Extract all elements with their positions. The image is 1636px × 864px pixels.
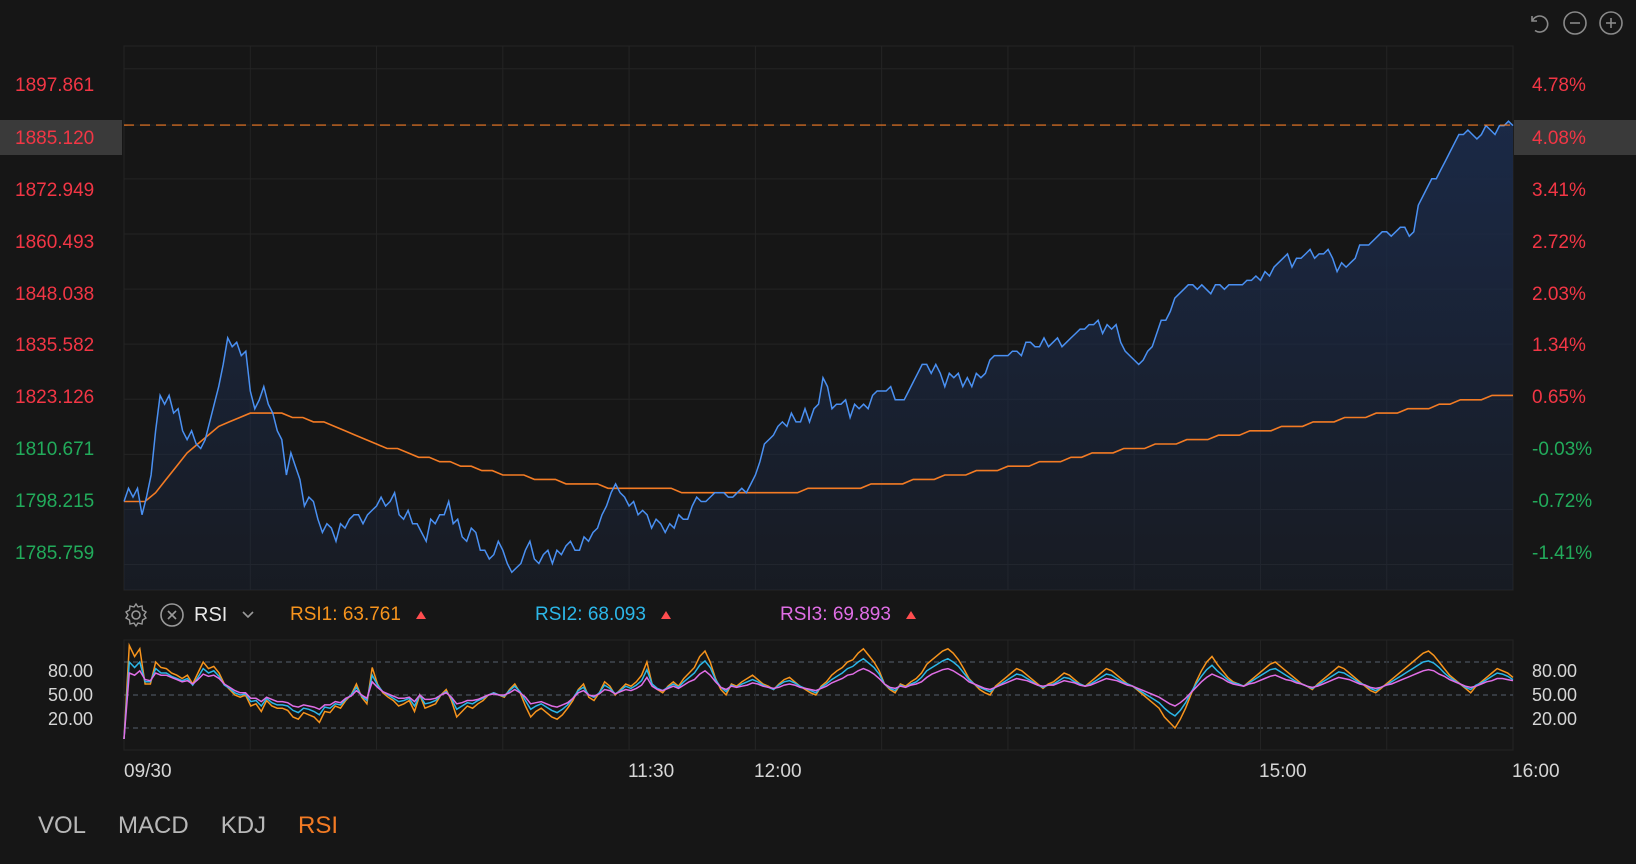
price-tick: 1835.582	[15, 335, 94, 356]
price-tick: 1897.861	[15, 75, 94, 96]
rsi1-label: RSI1:	[290, 604, 338, 625]
rsi-axis-left: 80.00 50.00 20.00	[48, 661, 93, 729]
rsi-axis-right: 80.00 50.00 20.00	[1532, 661, 1577, 729]
up-arrow-icon	[661, 611, 672, 619]
current-pct-tag	[1514, 120, 1636, 155]
current-price-tag	[0, 120, 122, 155]
time-axis: 09/30 11:30 12:00 15:00 16:00	[124, 761, 1560, 782]
close-indicator-icon[interactable]	[158, 601, 186, 629]
rsi-tick: 20.00	[48, 709, 93, 729]
rsi-tick: 50.00	[1532, 685, 1577, 705]
rsi2-value: 68.093	[587, 604, 646, 625]
pct-tick: 0.65%	[1532, 387, 1586, 408]
up-arrow-icon	[906, 611, 917, 619]
rsi1-readout: RSI1: 63.761	[290, 604, 427, 626]
price-tick: 1810.671	[15, 439, 94, 460]
rsi-series	[123, 642, 1514, 740]
pct-tick: -0.03%	[1532, 439, 1592, 460]
rsi3-value: 69.893	[832, 604, 891, 625]
price-chart[interactable]: 1897.861 1885.120 1872.949 1860.493 1848…	[0, 0, 1636, 800]
pct-tick: 1.34%	[1532, 335, 1586, 356]
tab-rsi[interactable]: RSI	[298, 812, 339, 839]
rsi2-readout: RSI2: 68.093	[535, 604, 672, 626]
rsi-tick: 80.00	[1532, 661, 1577, 681]
indicator-header: RSI	[122, 598, 273, 632]
rsi-tick: 50.00	[48, 685, 93, 705]
pct-tick: 2.72%	[1532, 232, 1586, 253]
pct-tick: 2.03%	[1532, 284, 1586, 305]
pct-tick: 3.41%	[1532, 180, 1586, 201]
zoom-in-icon[interactable]	[1598, 10, 1624, 36]
rsi1-value: 63.761	[342, 604, 401, 625]
up-arrow-icon	[416, 611, 427, 619]
chart-toolbar	[1526, 10, 1624, 36]
average-price-line	[124, 394, 1513, 503]
rsi2-label: RSI2:	[535, 604, 583, 625]
pct-tick: -0.72%	[1532, 491, 1592, 512]
rsi3-label: RSI3:	[780, 604, 828, 625]
chevron-down-icon[interactable]	[241, 610, 255, 620]
pct-tick-current: 4.08%	[1532, 128, 1586, 149]
rsi3-readout: RSI3: 69.893	[780, 604, 917, 626]
time-tick: 12:00	[754, 761, 802, 782]
price-area-fill	[124, 121, 1513, 590]
time-tick: 11:30	[628, 761, 674, 782]
pct-tick: 4.78%	[1532, 75, 1586, 96]
price-tick: 1785.759	[15, 543, 94, 564]
percent-axis-right: 4.78% 4.08% 3.41% 2.72% 2.03% 1.34% 0.65…	[1532, 75, 1592, 564]
price-line	[123, 120, 1514, 574]
pct-tick: -1.41%	[1532, 543, 1592, 564]
zoom-out-icon[interactable]	[1562, 10, 1588, 36]
rsi-tick: 20.00	[1532, 709, 1577, 729]
time-tick: 15:00	[1259, 761, 1307, 782]
indicator-name[interactable]: RSI	[194, 603, 228, 626]
tab-macd[interactable]: MACD	[118, 812, 189, 839]
tab-kdj[interactable]: KDJ	[220, 812, 267, 839]
tab-vol[interactable]: VOL	[38, 812, 87, 839]
rsi3-line	[123, 667, 1514, 740]
price-tick: 1848.038	[15, 284, 94, 305]
rsi-tick: 80.00	[48, 661, 93, 681]
rsi-grid	[123, 639, 1514, 751]
settings-icon[interactable]	[122, 601, 150, 629]
undo-icon[interactable]	[1526, 10, 1552, 36]
price-axis-left: 1897.861 1885.120 1872.949 1860.493 1848…	[15, 75, 94, 564]
price-tick: 1798.215	[15, 491, 94, 512]
price-tick-current: 1885.120	[15, 128, 94, 149]
price-tick: 1860.493	[15, 232, 94, 253]
time-tick: 16:00	[1512, 761, 1560, 782]
indicator-tabs: VOL MACD KDJ RSI	[38, 812, 338, 840]
time-tick: 09/30	[124, 761, 172, 782]
price-tick: 1823.126	[15, 387, 94, 408]
rsi2-line	[123, 657, 1514, 740]
price-tick: 1872.949	[15, 180, 94, 201]
rsi1-line	[123, 642, 1514, 740]
